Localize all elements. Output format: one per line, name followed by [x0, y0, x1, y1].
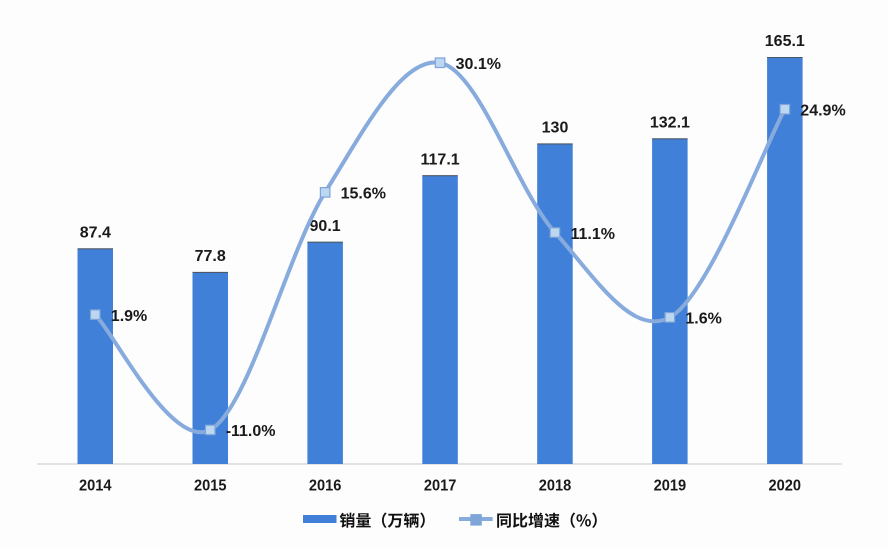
svg-text:2018: 2018 — [539, 478, 572, 495]
svg-text:130: 130 — [542, 120, 569, 137]
svg-text:87.4: 87.4 — [80, 224, 111, 241]
svg-text:11.1%: 11.1% — [571, 226, 615, 243]
svg-text:2014: 2014 — [79, 478, 112, 495]
svg-text:117.1: 117.1 — [421, 151, 460, 168]
svg-text:2016: 2016 — [309, 478, 342, 495]
svg-text:30.1%: 30.1% — [456, 56, 501, 73]
svg-text:132.1: 132.1 — [650, 114, 690, 131]
svg-text:24.9%: 24.9% — [800, 103, 845, 120]
svg-text:2019: 2019 — [654, 478, 687, 495]
svg-text:2015: 2015 — [194, 478, 227, 495]
svg-text:165.1: 165.1 — [765, 33, 805, 50]
svg-text:1.9%: 1.9% — [111, 308, 147, 325]
svg-text:90.1: 90.1 — [310, 218, 341, 235]
svg-text:2020: 2020 — [769, 478, 802, 495]
svg-text:-11.0%: -11.0% — [226, 423, 276, 440]
svg-text:15.6%: 15.6% — [341, 186, 386, 203]
svg-text:1.6%: 1.6% — [685, 311, 721, 328]
svg-text:77.8: 77.8 — [195, 248, 226, 265]
svg-text:2017: 2017 — [424, 478, 457, 495]
